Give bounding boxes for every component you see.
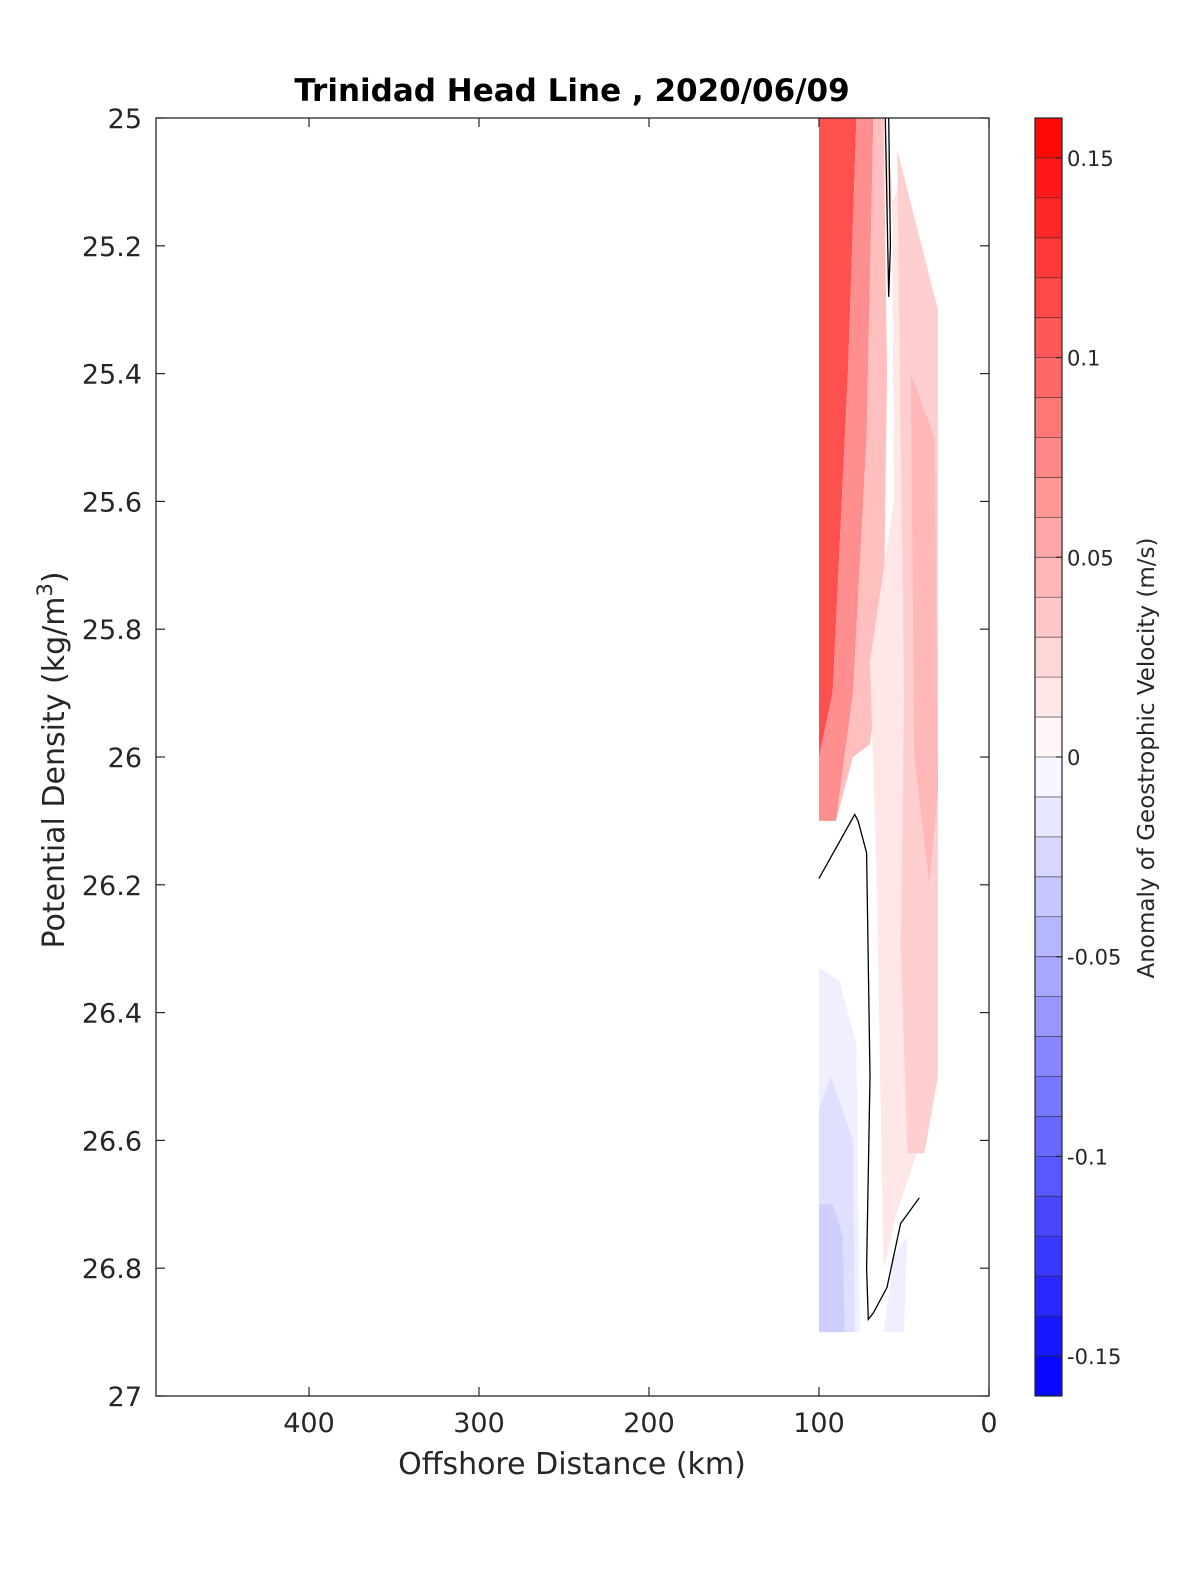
colorbar-swatch	[1035, 876, 1062, 918]
y-tick-label: 25.4	[82, 360, 142, 391]
colorbar-swatch	[1035, 437, 1062, 478]
colorbar-swatch	[1035, 597, 1062, 638]
colorbar-title: Anomaly of Geostrophic Velocity (m/s)	[1134, 538, 1160, 979]
colorbar-swatch	[1035, 1196, 1062, 1237]
colorbar-swatch	[1035, 1356, 1062, 1397]
y-tick-label: 26.8	[82, 1254, 142, 1285]
zero-contour-layer	[818, 118, 920, 1322]
x-tick-label: 200	[623, 1408, 675, 1439]
colorbar-swatch	[1035, 1156, 1062, 1197]
colorbar-swatch	[1035, 1116, 1062, 1157]
x-axis-title: Offshore Distance (km)	[398, 1447, 746, 1482]
y-tick-label: 27	[108, 1382, 142, 1413]
x-tick-label: 400	[283, 1408, 335, 1439]
y-tick-label: 26	[108, 743, 142, 774]
zero-contour-line-0	[884, 118, 892, 297]
chart-title: Trinidad Head Line , 2020/06/09	[294, 73, 849, 109]
colorbar-swatch	[1035, 197, 1062, 239]
y-tick-label: 25.8	[82, 615, 142, 646]
colorbar-swatch	[1035, 996, 1062, 1038]
y-tick-label: 25	[108, 104, 142, 135]
colorbar-tick-label: 0.05	[1067, 546, 1114, 570]
colorbar-tick-label: -0.05	[1067, 946, 1121, 970]
y-tick-label: 25.6	[82, 487, 142, 518]
colorbar-swatch	[1035, 397, 1062, 438]
colorbar-tick-label: -0.1	[1067, 1145, 1108, 1169]
colorbar-tick-label: -0.15	[1067, 1345, 1121, 1369]
colorbar-swatch	[1035, 357, 1062, 399]
colorbar: 0.15 0.1 0.05 0 -0.05 -0.1 -0.15	[1034, 117, 1121, 1397]
velocity-region-0	[819, 118, 857, 757]
zero-contour-line-1	[818, 813, 920, 1322]
colorbar-swatch	[1035, 1316, 1062, 1357]
colorbar-swatch	[1035, 317, 1062, 359]
filled-contour-layer	[819, 118, 938, 1333]
colorbar-swatch	[1035, 1036, 1062, 1077]
colorbar-tick-label: 0.1	[1067, 347, 1100, 371]
colorbar-swatch	[1035, 557, 1062, 598]
colorbar-swatch	[1035, 836, 1062, 878]
x-tick-label: 300	[453, 1408, 505, 1439]
colorbar-swatch	[1035, 717, 1062, 758]
velocity-region-8	[819, 1204, 845, 1333]
x-tick-label: 100	[793, 1408, 845, 1439]
y-tick-label: 25.2	[82, 232, 142, 263]
axes-layer: 400 300 200 100 0 25 25.2 25.4 25.6 25.8 26 26.2 26.…	[82, 104, 998, 1439]
y-tick-label: 26.6	[82, 1126, 142, 1157]
colorbar-swatch	[1035, 677, 1062, 718]
y-tick-label: 26.2	[82, 871, 142, 902]
colorbar-swatch	[1035, 517, 1062, 558]
colorbar-swatch	[1035, 118, 1062, 159]
colorbar-swatch	[1035, 1236, 1062, 1277]
colorbar-swatch	[1035, 477, 1062, 518]
colorbar-swatch	[1035, 956, 1062, 998]
colorbar-swatch	[1035, 277, 1062, 319]
y-axis-title: Potential Density (kg/m3)	[33, 571, 72, 948]
colorbar-swatch	[1035, 757, 1062, 798]
colorbar-tick-label: 0	[1067, 746, 1080, 770]
colorbar-swatch	[1035, 237, 1062, 279]
colorbar-swatch	[1035, 157, 1062, 199]
velocity-region-1	[819, 118, 874, 821]
colorbar-swatch	[1035, 1076, 1062, 1117]
y-tick-label: 26.4	[82, 999, 142, 1030]
x-tick-label: 0	[980, 1408, 997, 1439]
colorbar-tick-label: 0.15	[1067, 147, 1114, 171]
colorbar-swatch	[1035, 796, 1062, 838]
colorbar-swatch	[1035, 637, 1062, 678]
velocity-region-5	[910, 373, 938, 885]
colorbar-swatch	[1035, 1276, 1062, 1317]
velocity-region-9	[883, 1236, 908, 1333]
colorbar-swatch	[1035, 916, 1062, 958]
